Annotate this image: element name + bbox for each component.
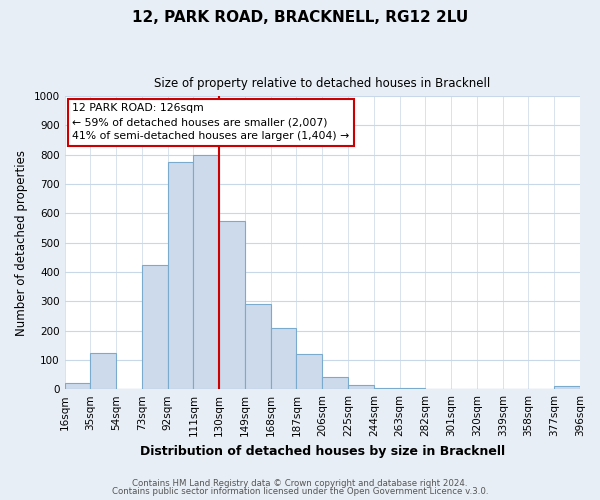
X-axis label: Distribution of detached houses by size in Bracknell: Distribution of detached houses by size … <box>140 444 505 458</box>
Bar <box>65 384 91 389</box>
Bar <box>245 304 271 389</box>
Bar <box>91 352 116 389</box>
Y-axis label: Number of detached properties: Number of detached properties <box>15 150 28 336</box>
Text: Contains HM Land Registry data © Crown copyright and database right 2024.: Contains HM Land Registry data © Crown c… <box>132 478 468 488</box>
Bar <box>322 378 348 389</box>
Bar <box>142 264 167 389</box>
Text: 12, PARK ROAD, BRACKNELL, RG12 2LU: 12, PARK ROAD, BRACKNELL, RG12 2LU <box>132 10 468 25</box>
Bar <box>167 162 193 389</box>
Title: Size of property relative to detached houses in Bracknell: Size of property relative to detached ho… <box>154 78 490 90</box>
Bar <box>348 385 374 389</box>
Bar <box>554 386 580 389</box>
Text: Contains public sector information licensed under the Open Government Licence v.: Contains public sector information licen… <box>112 487 488 496</box>
Bar <box>193 154 219 389</box>
Bar <box>296 354 322 389</box>
Bar <box>219 220 245 389</box>
Bar <box>374 388 400 389</box>
Bar <box>400 388 425 389</box>
Text: 12 PARK ROAD: 126sqm
← 59% of detached houses are smaller (2,007)
41% of semi-de: 12 PARK ROAD: 126sqm ← 59% of detached h… <box>72 103 350 141</box>
Bar <box>271 328 296 389</box>
